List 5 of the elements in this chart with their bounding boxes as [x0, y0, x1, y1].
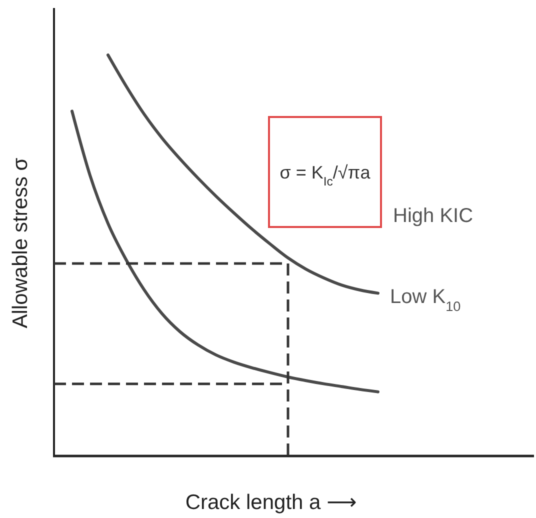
y-axis-title: Allowable stress σ	[9, 158, 32, 328]
annotation: High KIC	[393, 205, 474, 227]
annotation: σ = K$_{Ic}$/√πa	[280, 162, 372, 188]
annotation: Low K$_{10}$	[390, 286, 462, 314]
x-axis-title: Crack length a ⟶	[185, 491, 357, 514]
